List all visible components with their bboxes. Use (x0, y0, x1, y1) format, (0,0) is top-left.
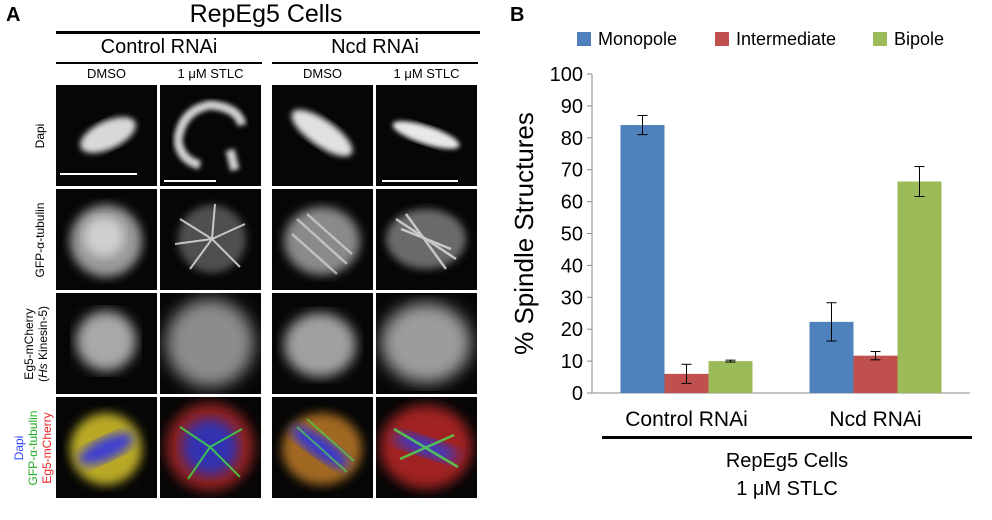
y-tick-label: 80 (561, 128, 583, 150)
eg5-rest: Kinesin-5) (36, 305, 50, 364)
chart-footer-line2: 1 μM STLC (736, 478, 838, 500)
y-tick-label: 40 (561, 255, 583, 277)
micrograph-dapi-ncd-stlc (376, 85, 477, 186)
y-tick-label: 0 (572, 383, 583, 405)
chart-plot: 0 10 20 30 40 50 60 70 80 90 100 % Spindle Structur… (509, 29, 970, 431)
micrograph-tubulin-ncd-stlc (376, 189, 477, 290)
condition-ncd-stlc: 1 μM STLC (393, 66, 460, 81)
y-tick-label: 50 (561, 224, 583, 246)
group-label-ncd: Ncd RNAi (331, 36, 419, 58)
x-category-label: Control RNAi (625, 408, 748, 431)
spindle-chart: 0 10 20 30 40 50 60 70 80 90 100 % Spindle Structur… (509, 29, 970, 431)
bar-monopole-0 (620, 125, 665, 393)
y-tick-label: 90 (561, 96, 583, 118)
micrograph-eg5-control-stlc (160, 293, 261, 394)
condition-ncd-dmso: DMSO (303, 66, 342, 81)
row-label-eg5-line2: (Hs Kinesin-5) (36, 306, 50, 382)
micrograph-dapi-ncd-dmso (272, 85, 373, 186)
title-rule (56, 31, 480, 34)
legend-label-intermediate: Intermediate (736, 29, 836, 49)
bar-bipole-1 (897, 181, 942, 393)
row-label-merge: Dapi GFP-α-tubulin Eg5-mCherry (12, 411, 54, 486)
row-label-eg5: Eg5-mCherry (Hs Kinesin-5) (22, 306, 50, 382)
y-tick-label: 20 (561, 319, 583, 341)
panel-b-letter: B (510, 4, 525, 26)
y-tick-label: 70 (561, 160, 583, 182)
micrograph-eg5-ncd-dmso (272, 293, 373, 394)
micrograph-merge-ncd-stlc (376, 397, 477, 498)
micrograph-merge-control-stlc (160, 397, 261, 498)
y-tick-label: 100 (550, 64, 583, 86)
merge-label-tubulin: GFP-α-tubulin (26, 410, 40, 486)
eg5-species: Hs (36, 363, 50, 379)
bar-intermediate-1 (853, 355, 898, 393)
group-label-control: Control RNAi (100, 36, 218, 58)
chart-footer-line1: RepEg5 Cells (725, 450, 849, 472)
panel-a-letter: A (6, 4, 21, 26)
legend-swatch-monopole (577, 32, 591, 46)
scale-bar (164, 180, 216, 182)
condition-control-dmso: DMSO (87, 66, 126, 81)
legend-label-bipole: Bipole (894, 29, 944, 49)
row-label-tubulin: GFP-α-tubulin (33, 202, 47, 278)
y-tick-label: 10 (561, 351, 583, 373)
scale-bar (382, 180, 458, 182)
eg5-paren-open: ( (36, 378, 50, 383)
chart-footer-rule (602, 436, 972, 439)
legend-swatch-bipole (873, 32, 887, 46)
legend-swatch-intermediate (715, 32, 729, 46)
group-rule-ncd (272, 62, 478, 64)
micrograph-merge-control-dmso (56, 397, 157, 498)
group-rule-control (56, 62, 262, 64)
micrograph-dapi-control-dmso (56, 85, 157, 186)
row-label-dapi: Dapi (33, 123, 47, 149)
condition-control-stlc: 1 μM STLC (177, 66, 244, 81)
x-category-label: Ncd RNAi (829, 408, 921, 431)
micrograph-eg5-control-dmso (56, 293, 157, 394)
micrograph-tubulin-ncd-dmso (272, 189, 373, 290)
y-axis-title: % Spindle Structures (509, 112, 539, 355)
micrograph-dapi-control-stlc (160, 85, 261, 186)
y-tick-label: 60 (561, 192, 583, 214)
merge-label-dapi: Dapi (12, 435, 26, 461)
y-tick-label: 30 (561, 287, 583, 309)
micrograph-merge-ncd-dmso (272, 397, 373, 498)
bar-bipole-0 (708, 361, 753, 393)
row-label-eg5-line1: Eg5-mCherry (22, 308, 36, 380)
merge-label-eg5: Eg5-mCherry (40, 412, 54, 484)
micrograph-tubulin-control-stlc (160, 189, 261, 290)
legend-label-monopole: Monopole (598, 29, 677, 49)
micrograph-eg5-ncd-stlc (376, 293, 477, 394)
micrograph-tubulin-control-dmso (56, 189, 157, 290)
panel-a-title: RepEg5 Cells (189, 0, 343, 28)
scale-bar (60, 173, 137, 175)
